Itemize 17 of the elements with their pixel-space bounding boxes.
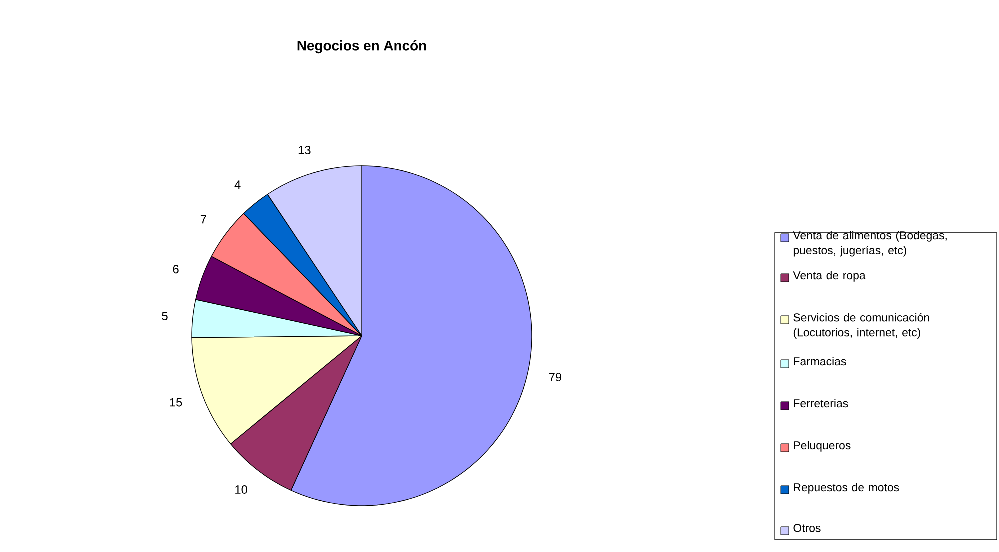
data-label: 15: [170, 398, 182, 407]
data-label: 10: [236, 486, 248, 494]
legend-label: Otros: [794, 524, 821, 532]
legend-label: Venta de ropa: [793, 271, 866, 282]
legend-label: Venta de alimentos (Bodegas, puestos, jugerías, etc): [793, 231, 947, 257]
data-label: 6: [173, 265, 179, 274]
data-label: 7: [200, 215, 206, 224]
legend-label: Servicios de comunicación (Locutorios, internet, etc): [794, 313, 930, 339]
legend-label: Ferreterias: [794, 399, 848, 408]
data-label: 4: [234, 180, 241, 190]
chart-title: Negocios en Ancón: [298, 40, 426, 54]
legend-label: Farmacias: [794, 357, 846, 366]
legend-label: Peluqueros: [794, 441, 851, 452]
legend-label: Repuestos de motos: [794, 483, 900, 494]
data-label: 79: [549, 373, 562, 382]
data-label: 5: [162, 312, 168, 320]
data-label: 13: [298, 146, 311, 155]
